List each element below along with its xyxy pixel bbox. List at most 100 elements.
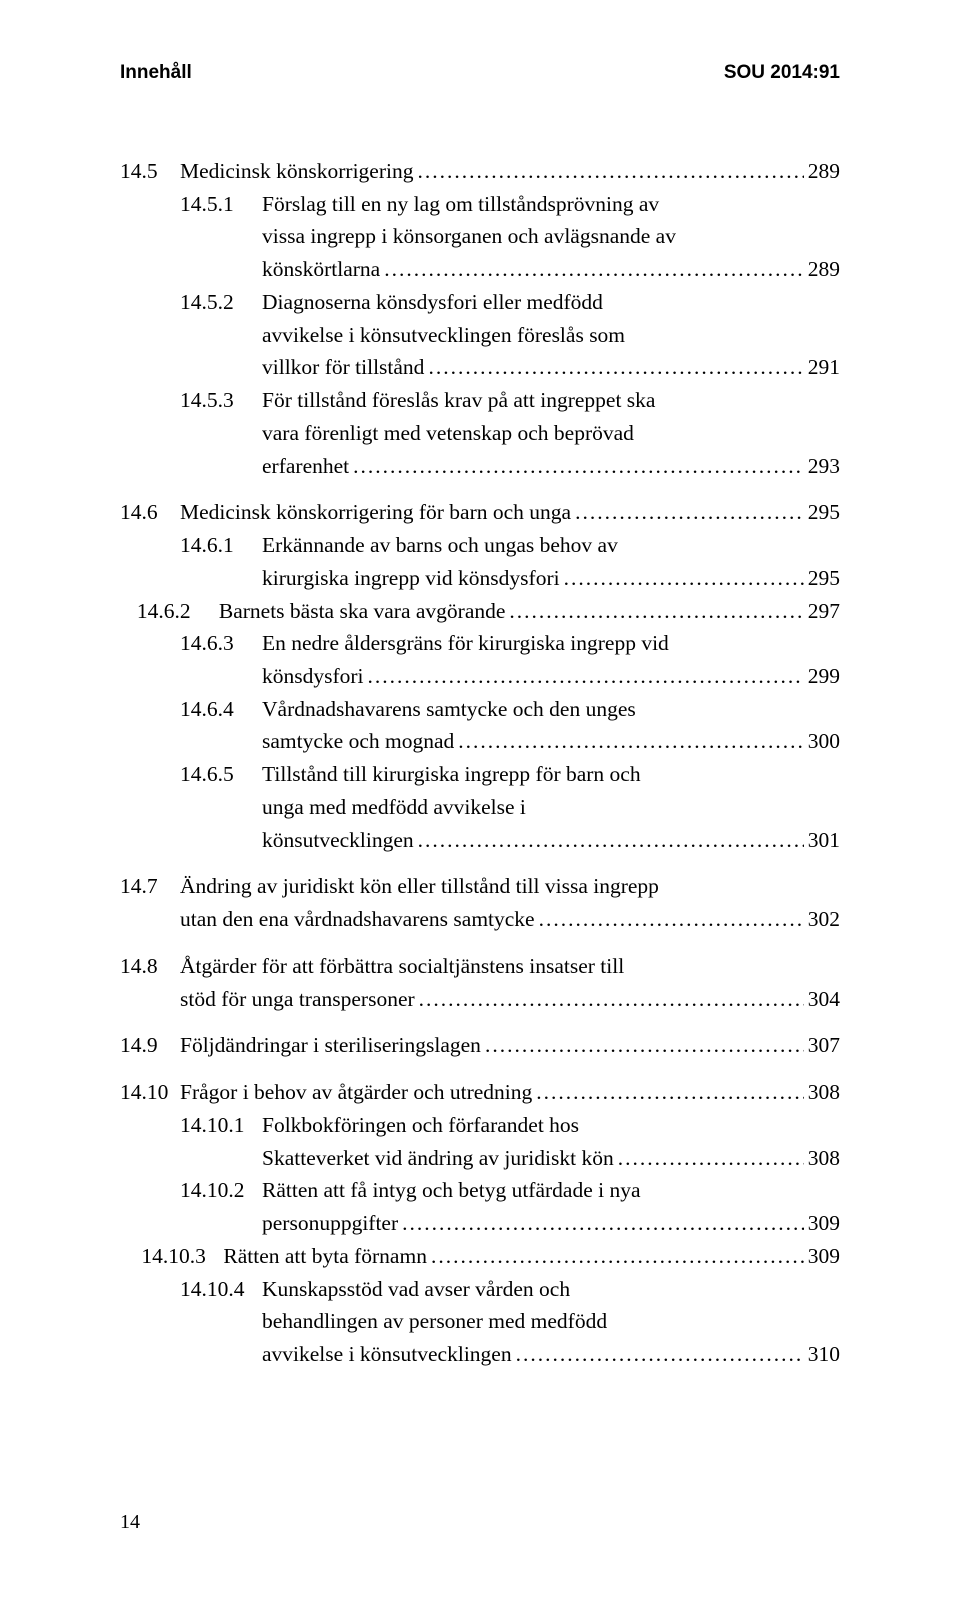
leader-dots [417,156,803,187]
toc-title: Vårdnadshavarens samtycke och den unges [262,694,636,725]
toc-page: 307 [808,1030,840,1061]
toc-entry: 14.8 Åtgärder för att förbättra socialtj… [120,951,840,982]
toc-title: avvikelse i könsutvecklingen [262,1339,512,1370]
toc-group: 14.10 Frågor i behov av åtgärder och utr… [120,1077,840,1370]
toc-entry: 14.6.5 Tillstånd till kirurgiska ingrepp… [120,759,840,790]
toc-page: 297 [808,596,840,627]
toc-title: Förslag till en ny lag om tillståndspröv… [262,189,659,220]
toc-entry: 14.5 Medicinsk könskorrigering 289 [120,156,840,187]
leader-dots [575,497,804,528]
toc-page: 309 [808,1208,840,1239]
toc-title: Folkbokföringen och förfarandet hos [262,1110,579,1141]
toc-entry: 14.10.3 Rätten att byta förnamn 309 [120,1241,840,1272]
toc-entry: 14.6.4 Vårdnadshavarens samtycke och den… [120,694,840,725]
leader-dots [353,451,804,482]
toc-group: 14.5 Medicinsk könskorrigering 289 14.5.… [120,156,840,481]
toc-title: utan den ena vårdnadshavarens samtycke [180,904,535,935]
toc-title: Diagnoserna könsdysfori eller medfödd [262,287,603,318]
toc-page: 308 [808,1077,840,1108]
toc-number: 14.6.1 [180,530,262,561]
toc-page: 304 [808,984,840,1015]
toc-continuation: vissa ingrepp i könsorganen och avlägsna… [120,221,840,252]
toc-number: 14.7 [120,871,180,902]
toc-entry: 14.10.1 Folkbokföringen och förfarandet … [120,1110,840,1141]
toc-number: 14.6.5 [180,759,262,790]
toc-group: 14.7 Ändring av juridiskt kön eller till… [120,871,840,934]
leader-dots [539,904,804,935]
leader-dots [564,563,804,594]
toc-number: 14.8 [120,951,180,982]
toc-entry: 14.5.2 Diagnoserna könsdysfori eller med… [120,287,840,318]
toc-page: 310 [808,1339,840,1370]
toc-entry: 14.5.1 Förslag till en ny lag om tillstå… [120,189,840,220]
leader-dots [509,596,803,627]
header-right: SOU 2014:91 [724,62,840,84]
leader-dots [418,825,804,856]
toc-title: Ändring av juridiskt kön eller tillstånd… [180,871,659,902]
toc-continuation: avvikelse i könsutvecklingen föreslås so… [120,320,840,351]
leader-dots [536,1077,804,1108]
toc-title: unga med medfödd avvikelse i [262,792,526,823]
leader-dots [431,1241,804,1272]
toc-title: Skatteverket vid ändring av juridiskt kö… [262,1143,614,1174]
toc-number: 14.10 [120,1077,180,1108]
toc-group: 14.8 Åtgärder för att förbättra socialtj… [120,951,840,1014]
toc-continuation: avvikelse i könsutvecklingen 310 [120,1339,840,1370]
toc-continuation: behandlingen av personer med medfödd [120,1306,840,1337]
toc-title: Kunskapsstöd vad avser vården och [262,1274,570,1305]
toc-page: 295 [808,563,840,594]
toc-number: 14.10.4 [180,1274,262,1305]
toc-group: 14.9 Följdändringar i steriliseringslage… [120,1030,840,1061]
toc-title: Barnets bästa ska vara avgörande [219,596,506,627]
toc-number: 14.6.3 [180,628,262,659]
toc-group: 14.6 Medicinsk könskorrigering för barn … [120,497,840,855]
toc-number: 14.10.3 [141,1241,223,1272]
toc-number: 14.6 [120,497,180,528]
toc-continuation: kirurgiska ingrepp vid könsdysfori 295 [120,563,840,594]
toc-title: avvikelse i könsutvecklingen föreslås so… [262,320,625,351]
toc-number: 14.5.2 [180,287,262,318]
toc-number: 14.5 [120,156,180,187]
toc-title: könsdysfori [262,661,364,692]
toc-page: 289 [808,156,840,187]
toc-continuation: unga med medfödd avvikelse i [120,792,840,823]
toc-number: 14.9 [120,1030,180,1061]
toc-continuation: personuppgifter 309 [120,1208,840,1239]
toc-title: Medicinsk könskorrigering för barn och u… [180,497,571,528]
toc-title: könsutvecklingen [262,825,414,856]
toc-title: samtycke och mognad [262,726,454,757]
toc-page: 293 [808,451,840,482]
toc-page: 295 [808,497,840,528]
toc-number: 14.5.3 [180,385,262,416]
toc-title: stöd för unga transpersoner [180,984,415,1015]
toc-entry: 14.6.1 Erkännande av barns och ungas beh… [120,530,840,561]
leader-dots [402,1208,804,1239]
toc-title: Erkännande av barns och ungas behov av [262,530,618,561]
toc-title: vara förenligt med vetenskap och bepröva… [262,418,634,449]
toc-continuation: samtycke och mognad 300 [120,726,840,757]
toc-continuation: villkor för tillstånd 291 [120,352,840,383]
toc-continuation: Skatteverket vid ändring av juridiskt kö… [120,1143,840,1174]
toc-title: personuppgifter [262,1208,398,1239]
toc-title: könskörtlarna [262,254,380,285]
toc-continuation: vara förenligt med vetenskap och bepröva… [120,418,840,449]
toc-title: behandlingen av personer med medfödd [262,1306,607,1337]
toc-page: 301 [808,825,840,856]
leader-dots [516,1339,804,1370]
toc-page: 299 [808,661,840,692]
toc-title: Följdändringar i steriliseringslagen [180,1030,481,1061]
toc-number: 14.10.1 [180,1110,262,1141]
leader-dots [485,1030,804,1061]
page-number: 14 [120,1511,140,1534]
toc-page: 302 [808,904,840,935]
toc-page: 289 [808,254,840,285]
toc-title: Åtgärder för att förbättra socialtjänste… [180,951,624,982]
toc-entry: 14.6.3 En nedre åldersgräns för kirurgis… [120,628,840,659]
toc-entry: 14.10.4 Kunskapsstöd vad avser vården oc… [120,1274,840,1305]
leader-dots [458,726,803,757]
toc-title: Rätten att byta förnamn [223,1241,427,1272]
toc-title: kirurgiska ingrepp vid könsdysfori [262,563,560,594]
toc-page: 300 [808,726,840,757]
leader-dots [368,661,804,692]
toc-entry: 14.9 Följdändringar i steriliseringslage… [120,1030,840,1061]
